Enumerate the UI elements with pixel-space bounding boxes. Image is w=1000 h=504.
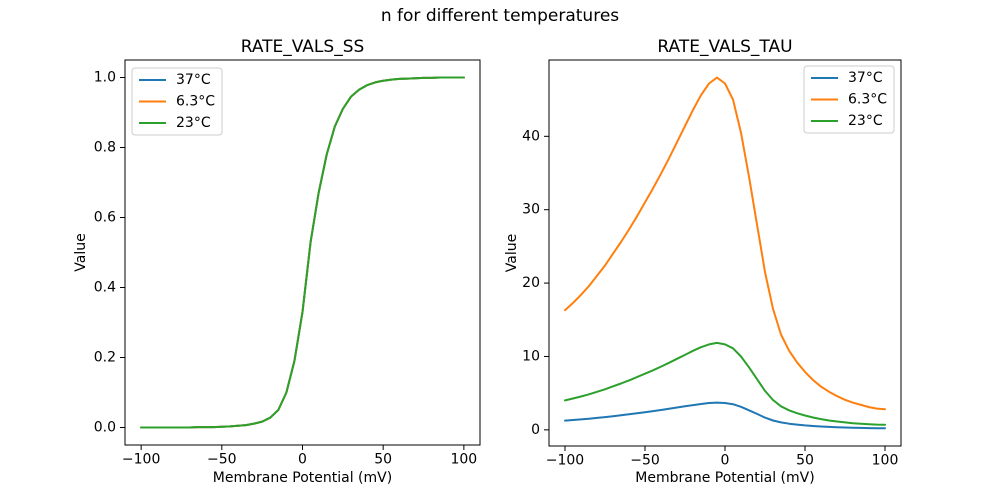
x-tick-label: 0 — [298, 452, 307, 468]
x-axis-label: Membrane Potential (mV) — [635, 470, 814, 486]
x-tick-label: −50 — [630, 453, 660, 469]
y-tick-label: 0.8 — [94, 140, 116, 156]
legend-label: 23°C — [848, 113, 883, 129]
y-axis-label: Value — [73, 233, 89, 271]
subplot-rate-vals-ss: −100 −50 0 50 100 0.0 0.2 0.4 0.6 0.8 1.0 RATE_VALS… — [73, 37, 481, 486]
subplot-title: RATE_VALS_TAU — [657, 37, 792, 57]
legend-label: 37°C — [848, 70, 883, 86]
series-line-6.3c — [564, 76, 886, 411]
legend: 37°C 6.3°C 23°C — [131, 67, 223, 136]
series-line-23c — [564, 341, 886, 426]
legend-box — [803, 65, 895, 134]
series-line-37c — [564, 401, 886, 430]
x-tick-label: 50 — [796, 453, 814, 469]
legend-label: 23°C — [176, 115, 211, 131]
x-tick-label: 100 — [450, 452, 477, 468]
series-line-23c — [140, 76, 465, 429]
y-tick-label: 0.4 — [94, 280, 116, 296]
y-tick-label: 10 — [522, 348, 540, 364]
y-axis-label: Value — [504, 234, 520, 272]
subplot-rate-vals-tau: −100 −50 0 50 100 0 10 20 30 40 RATE_VALS_TAU Membr… — [504, 37, 902, 486]
y-tick-label: 30 — [522, 202, 540, 218]
legend-box — [131, 67, 223, 136]
y-tick-label: 0.6 — [94, 210, 116, 226]
legend-label: 37°C — [176, 72, 211, 88]
y-tick-label: 1.0 — [94, 70, 116, 86]
y-tick-label: 40 — [522, 128, 540, 144]
y-tick-label: 20 — [522, 275, 540, 291]
x-tick-label: 0 — [721, 453, 730, 469]
x-tick-label: 50 — [374, 452, 392, 468]
legend-label: 6.3°C — [176, 94, 215, 110]
legend-label: 6.3°C — [848, 92, 887, 108]
y-tick-label: 0.2 — [94, 350, 116, 366]
y-tick-label: 0 — [531, 422, 540, 438]
x-tick-label: −100 — [122, 452, 160, 468]
figure-title: n for different temperatures — [381, 6, 619, 26]
y-tick-label: 0.0 — [94, 420, 116, 436]
x-tick-label: 100 — [872, 453, 899, 469]
x-axis-label: Membrane Potential (mV) — [213, 470, 392, 486]
x-tick-label: −100 — [546, 453, 584, 469]
x-tick-label: −50 — [207, 452, 237, 468]
legend: 37°C 6.3°C 23°C — [803, 65, 895, 134]
subplot-title: RATE_VALS_SS — [241, 37, 365, 57]
